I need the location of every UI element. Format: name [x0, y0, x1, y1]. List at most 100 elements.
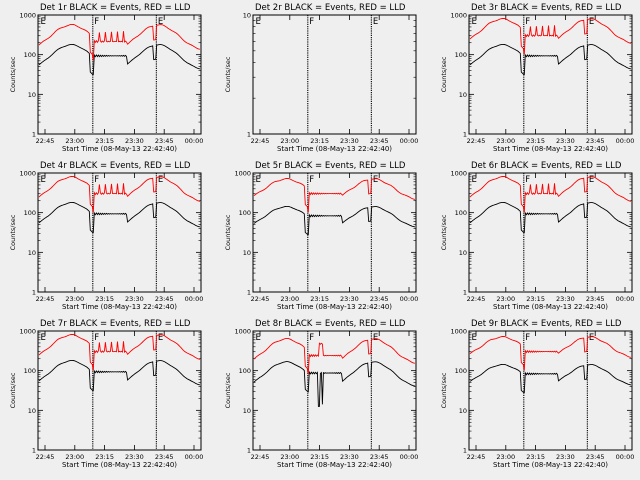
y-axis-label: Counts/sec — [224, 372, 232, 408]
y-tick-label: 10 — [28, 91, 36, 99]
y-tick-label: 1000 — [19, 12, 36, 20]
y-tick-label: 100 — [239, 209, 251, 217]
y-tick-label: 100 — [239, 367, 251, 375]
x-tick-label: 00:00 — [400, 453, 419, 461]
x-tick-label: 23:15 — [310, 295, 329, 303]
x-tick-label: 23:30 — [340, 453, 359, 461]
x-tick-label: 23:15 — [95, 137, 114, 145]
series-events-line — [38, 201, 201, 234]
segment-marker: E — [158, 17, 163, 27]
plot-frame — [37, 14, 202, 135]
x-tick-label: 00:00 — [616, 137, 635, 145]
plot-frame — [468, 330, 633, 451]
detector-panel-1: Det 1r BLACK = Events, RED = LLD 1 10 100 10… — [9, 3, 203, 153]
y-tick-label: 1 — [32, 447, 36, 455]
plot-frame — [468, 172, 633, 293]
x-tick-label: 23:00 — [280, 453, 299, 461]
segment-marker: E — [373, 333, 378, 343]
x-tick-label: 00:00 — [616, 453, 635, 461]
panel-title: Det 4r BLACK = Events, RED = LLD — [40, 161, 191, 171]
y-tick-label: 10 — [28, 249, 36, 257]
y-tick-label: 1000 — [234, 170, 251, 178]
segment-marker: F — [94, 333, 99, 343]
series-lld-line — [253, 337, 416, 375]
x-tick-label: 22:45 — [467, 453, 486, 461]
segment-marker: E — [373, 175, 378, 185]
x-tick-label: 23:30 — [125, 137, 144, 145]
x-tick-label: 23:30 — [556, 295, 575, 303]
y-axis-label: Counts/sec — [224, 56, 232, 92]
y-tick-label: 1000 — [450, 328, 467, 336]
y-tick-label: 10 — [243, 12, 251, 20]
y-tick-label: 1000 — [450, 170, 467, 178]
series-lld-line — [38, 23, 201, 61]
y-axis-label: Counts/sec — [440, 214, 448, 250]
series-events-line — [469, 363, 632, 394]
y-tick-label: 1000 — [450, 12, 467, 20]
detector-panel-5: Det 5r BLACK = Events, RED = LLD 1 10 100 10… — [224, 161, 418, 311]
segment-marker: F — [525, 333, 530, 343]
segment-marker: E — [472, 17, 477, 27]
y-axis-label: Counts/sec — [9, 372, 17, 408]
x-tick-label: 23:00 — [280, 295, 299, 303]
y-axis-label: Counts/sec — [440, 56, 448, 92]
segment-marker: F — [94, 175, 99, 185]
x-tick-label: 23:00 — [280, 137, 299, 145]
x-tick-label: 00:00 — [185, 137, 204, 145]
panel-title: Det 5r BLACK = Events, RED = LLD — [255, 161, 406, 171]
segment-marker: E — [41, 333, 46, 343]
y-tick-label: 100 — [455, 51, 467, 59]
x-tick-label: 23:00 — [65, 137, 84, 145]
segment-marker: F — [94, 17, 99, 27]
x-axis-label: Start Time (08-May-13 22:42:40) — [62, 461, 177, 469]
series-events-line — [469, 43, 632, 76]
x-tick-label: 23:00 — [496, 453, 515, 461]
segment-marker: F — [309, 175, 314, 185]
plot-frame — [252, 330, 417, 451]
x-tick-label: 23:00 — [65, 295, 84, 303]
y-tick-label: 10 — [243, 407, 251, 415]
x-tick-label: 23:30 — [125, 453, 144, 461]
detector-panel-7: Det 7r BLACK = Events, RED = LLD 1 10 100 10… — [9, 319, 203, 469]
segment-marker: F — [309, 333, 314, 343]
series-lld-line — [38, 175, 201, 213]
y-tick-label: 1000 — [19, 328, 36, 336]
segment-marker: F — [309, 17, 314, 27]
x-tick-label: 00:00 — [185, 453, 204, 461]
y-tick-label: 1 — [463, 447, 467, 455]
x-tick-label: 23:00 — [65, 453, 84, 461]
y-axis-label: Counts/sec — [9, 214, 17, 250]
x-tick-label: 22:45 — [36, 295, 55, 303]
x-tick-label: 23:45 — [586, 137, 605, 145]
panel-title: Det 3r BLACK = Events, RED = LLD — [471, 3, 622, 13]
x-tick-label: 23:15 — [310, 453, 329, 461]
x-tick-label: 23:30 — [340, 137, 359, 145]
x-axis-label: Start Time (08-May-13 22:42:40) — [493, 145, 608, 153]
y-tick-label: 1 — [32, 289, 36, 297]
x-tick-label: 00:00 — [400, 295, 419, 303]
y-tick-label: 1000 — [19, 170, 36, 178]
x-axis-label: Start Time (08-May-13 22:42:40) — [62, 303, 177, 311]
y-tick-label: 10 — [243, 249, 251, 257]
x-axis-label: Start Time (08-May-13 22:42:40) — [493, 461, 608, 469]
x-tick-label: 23:45 — [155, 137, 174, 145]
segment-marker: E — [41, 175, 46, 185]
y-tick-label: 1 — [463, 289, 467, 297]
series-events-line — [38, 359, 201, 392]
plot-frame — [37, 330, 202, 451]
segment-marker: F — [525, 17, 530, 27]
series-lld-line — [469, 175, 632, 213]
detector-panel-6: Det 6r BLACK = Events, RED = LLD 1 10 100 10… — [440, 161, 634, 311]
x-tick-label: 23:15 — [95, 453, 114, 461]
y-tick-label: 10 — [28, 407, 36, 415]
y-tick-label: 1 — [32, 131, 36, 139]
x-tick-label: 23:45 — [370, 453, 389, 461]
x-tick-label: 23:15 — [526, 137, 545, 145]
detector-panel-4: Det 4r BLACK = Events, RED = LLD 1 10 100 10… — [9, 161, 203, 311]
panel-title: Det 6r BLACK = Events, RED = LLD — [471, 161, 622, 171]
x-tick-label: 23:00 — [496, 295, 515, 303]
x-tick-label: 23:30 — [556, 137, 575, 145]
y-tick-label: 100 — [455, 367, 467, 375]
detector-panel-2: Det 2r BLACK = Events, RED = LLD 1 10 Count… — [224, 3, 418, 153]
panel-title: Det 1r BLACK = Events, RED = LLD — [40, 3, 191, 13]
